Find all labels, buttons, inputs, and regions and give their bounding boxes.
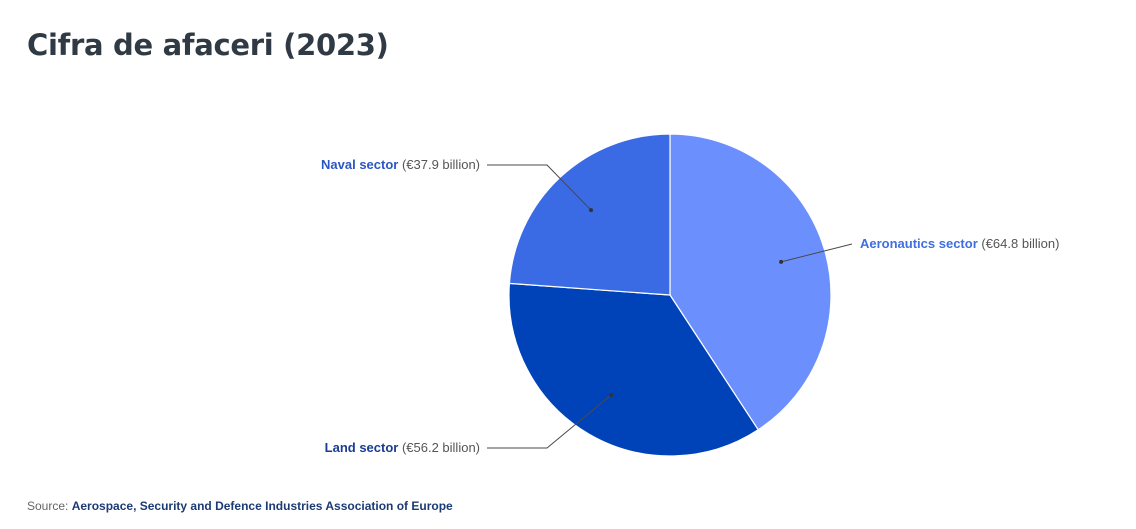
source-note: Source: Aerospace, Security and Defence … bbox=[27, 499, 453, 513]
pie-slices bbox=[508, 133, 832, 457]
source-prefix: Source: bbox=[27, 499, 69, 513]
pie-slice-land-sector[interactable] bbox=[508, 282, 759, 457]
leader-dot-land-sector bbox=[609, 392, 614, 397]
slice-label-value: (€64.8 billion) bbox=[978, 236, 1060, 251]
pie-labels: Aeronautics sector (€64.8 billion) Land s… bbox=[321, 157, 1059, 455]
leader-dot-naval-sector bbox=[589, 208, 594, 213]
leader-line-naval-sector bbox=[487, 164, 592, 211]
leader-line-aeronautics-sector bbox=[780, 243, 853, 263]
slice-label-naval-sector: Naval sector (€37.9 billion) bbox=[321, 157, 480, 172]
source-name[interactable]: Aerospace, Security and Defence Industri… bbox=[71, 499, 453, 513]
slice-label-value: (€56.2 billion) bbox=[398, 440, 480, 455]
leader-dot-aeronautics-sector bbox=[779, 259, 784, 264]
slice-label-value: (€37.9 billion) bbox=[398, 157, 480, 172]
slice-label-name: Aeronautics sector bbox=[860, 236, 978, 251]
slice-label-aeronautics-sector: Aeronautics sector (€64.8 billion) bbox=[860, 236, 1059, 251]
leader-line-land-sector bbox=[487, 394, 612, 449]
slice-label-land-sector: Land sector (€56.2 billion) bbox=[325, 440, 480, 455]
chart-title: Cifra de afaceri (2023) bbox=[27, 28, 389, 62]
pie-leader-lines bbox=[487, 164, 853, 449]
slice-label-name: Naval sector bbox=[321, 157, 398, 172]
pie-slice-naval-sector[interactable] bbox=[508, 133, 671, 296]
slice-label-name: Land sector bbox=[325, 440, 399, 455]
